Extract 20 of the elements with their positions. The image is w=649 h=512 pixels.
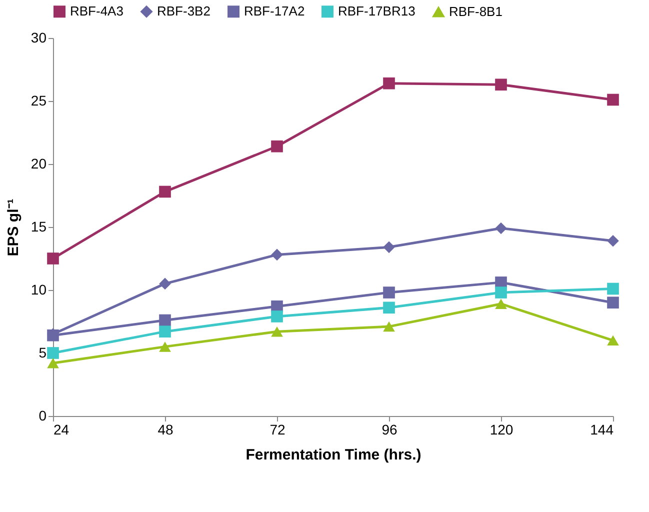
legend-label: RBF-8B1 [449,4,502,19]
y-tick-label: 25 [30,92,47,108]
y-tick-label: 30 [30,30,47,46]
y-tick-label: 10 [30,282,47,298]
legend-label: RBF-3B2 [157,4,210,19]
x-tick-label: 24 [54,422,70,438]
legend-label: RBF-4A3 [70,4,124,19]
legend-label: RBF-17BR13 [338,4,416,19]
x-tick-label: 72 [270,422,286,438]
legend-label: RBF-17A2 [244,4,305,19]
y-tick-label: 20 [30,156,47,172]
y-tick-label: 5 [38,344,47,360]
x-axis-title: Fermentation Time (hrs.) [246,446,422,464]
x-tick-label: 96 [382,422,398,438]
x-tick-label: 120 [490,422,514,438]
y-axis-title: EPS gl⁻¹ [4,198,22,256]
y-tick-label: 15 [30,218,47,234]
x-tick-label: 48 [158,422,174,438]
y-tick-label: 0 [38,408,47,424]
x-tick-label: 144 [590,422,614,438]
